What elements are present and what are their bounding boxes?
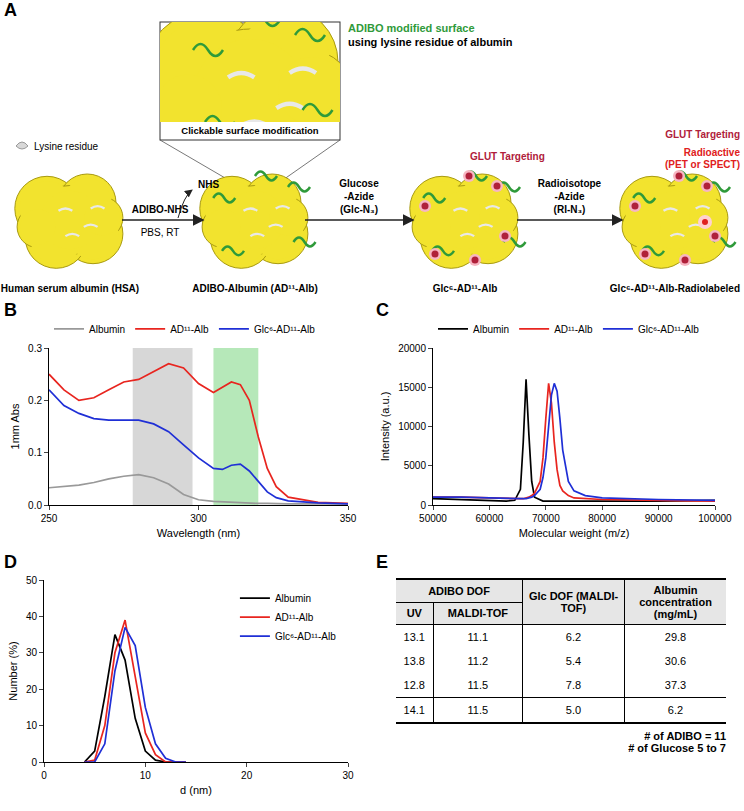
svg-text:Albumin: Albumin [473,324,509,335]
html-text:7.8: 7.8 [565,679,582,691]
svg-text:PBS, RT: PBS, RT [141,227,180,238]
svg-text:Albumin: Albumin [275,593,311,604]
html-text:Albumin concentration (mg/mL): Albumin concentration (mg/mL) [639,584,712,620]
html-text:E: E [376,552,388,572]
html-text:# of ADIBO = 11: # of ADIBO = 11 [644,730,726,742]
svg-text:Glc⁶-AD¹¹-Alb-Radiolabeled: Glc⁶-AD¹¹-Alb-Radiolabeled [610,283,740,294]
svg-text:d (nm): d (nm) [180,784,212,796]
svg-text:30: 30 [26,647,38,658]
svg-text:-Azide: -Azide [555,191,585,202]
html-text:13.8: 13.8 [403,655,425,667]
svg-text:NHS: NHS [198,179,219,190]
svg-text:70000: 70000 [532,513,560,524]
svg-text:Wavelength (nm): Wavelength (nm) [157,527,240,539]
svg-text:ADIBO modified surface: ADIBO modified surface [348,22,475,34]
svg-text:Radioisotope: Radioisotope [538,178,602,189]
svg-text:(PET or SPECT): (PET or SPECT) [665,159,740,170]
svg-text:Intensity (a.u.): Intensity (a.u.) [379,392,391,462]
html-text:11.5: 11.5 [467,704,489,716]
svg-text:10: 10 [26,720,38,731]
svg-text:0.0: 0.0 [28,500,42,511]
svg-text:Glc⁶-AD¹¹-Alb: Glc⁶-AD¹¹-Alb [433,283,498,294]
svg-text:0: 0 [41,770,47,781]
svg-text:15000: 15000 [398,382,426,393]
svg-text:Human serum albumin (HSA): Human serum albumin (HSA) [1,283,139,294]
svg-text:20: 20 [241,770,253,781]
svg-text:AD¹¹-Alb: AD¹¹-Alb [275,612,314,623]
html-text:11.2: 11.2 [467,655,489,667]
html-text:A: A [4,0,17,20]
svg-text:20: 20 [26,684,38,695]
html-text:29.8: 29.8 [664,631,687,643]
svg-text:Glc⁶-AD¹¹-Alb: Glc⁶-AD¹¹-Alb [254,324,315,335]
html-text:11.5: 11.5 [467,679,489,691]
svg-text:0.1: 0.1 [28,447,42,458]
html-text:11.1: 11.1 [467,631,489,643]
svg-text:Molecular weight (m/z): Molecular weight (m/z) [519,527,630,539]
svg-text:GLUT Targeting: GLUT Targeting [470,151,545,162]
html-text:14.1: 14.1 [403,704,425,716]
svg-text:(RI-N₃): (RI-N₃) [554,204,586,215]
html-text:6.2: 6.2 [565,631,582,643]
svg-text:Albumin: Albumin [89,324,125,335]
html-text:5.4: 5.4 [565,655,582,667]
svg-text:using lysine residue of albumi: using lysine residue of albumin [348,36,513,48]
svg-text:250: 250 [41,513,58,524]
svg-text:10: 10 [140,770,152,781]
html-text:37.3: 37.3 [664,679,687,691]
svg-text:ADIBO-Albumin (AD¹¹-Alb): ADIBO-Albumin (AD¹¹-Alb) [192,283,318,294]
svg-text:60000: 60000 [475,513,503,524]
svg-text:100000: 100000 [698,513,732,524]
html-text:ADIBO DOF: ADIBO DOF [428,584,490,597]
svg-text:50000: 50000 [419,513,447,524]
html-text:# of Glucose 5 to 7: # of Glucose 5 to 7 [628,742,726,754]
svg-text:0.2: 0.2 [28,395,42,406]
svg-text:90000: 90000 [645,513,673,524]
html-text:6.2: 6.2 [667,704,684,716]
svg-text:5000: 5000 [404,460,427,471]
svg-text:Glc⁶-AD¹¹-Alb: Glc⁶-AD¹¹-Alb [638,324,699,335]
html-text:D: D [4,552,17,572]
html-text:MALDI-TOF: MALDI-TOF [447,607,508,620]
svg-text:Number (%): Number (%) [7,641,19,700]
svg-text:300: 300 [190,513,207,524]
svg-text:ADIBO-NHS: ADIBO-NHS [131,204,189,215]
svg-text:Glc⁶-AD¹¹-Alb: Glc⁶-AD¹¹-Alb [275,631,336,642]
svg-text:Clickable surface modification: Clickable surface modification [181,125,318,136]
html-text:12.8: 12.8 [403,679,425,691]
svg-text:350: 350 [340,513,357,524]
html-text:B: B [4,300,17,320]
svg-text:0: 0 [31,757,37,768]
html-text:13.1: 13.1 [403,631,425,643]
svg-text:(Glc-N₃): (Glc-N₃) [340,204,378,215]
svg-text:30: 30 [342,770,354,781]
svg-text:50: 50 [26,575,38,586]
svg-text:40: 40 [26,611,38,622]
svg-text:0: 0 [420,500,426,511]
html-text:30.6: 30.6 [664,655,687,667]
html-text:UV: UV [406,607,422,620]
html-text:5.0: 5.0 [565,704,582,716]
svg-text:80000: 80000 [588,513,616,524]
svg-text:10000: 10000 [398,421,426,432]
svg-text:Radioactive: Radioactive [684,147,741,158]
svg-text:Lysine residue: Lysine residue [34,141,99,152]
svg-text:AD¹¹-Alb: AD¹¹-Alb [554,324,593,335]
svg-text:GLUT Targeting: GLUT Targeting [665,129,740,140]
svg-text:AD¹¹-Alb: AD¹¹-Alb [170,324,209,335]
svg-text:Glucose: Glucose [339,178,379,189]
html-text:C: C [376,300,389,320]
svg-text:-Azide: -Azide [344,191,374,202]
svg-text:20000: 20000 [398,343,426,354]
svg-text:0.3: 0.3 [28,343,42,354]
html-text:Glc DOF (MALDI-TOF): Glc DOF (MALDI-TOF) [528,590,619,614]
svg-text:1mm Abs: 1mm Abs [9,403,21,449]
